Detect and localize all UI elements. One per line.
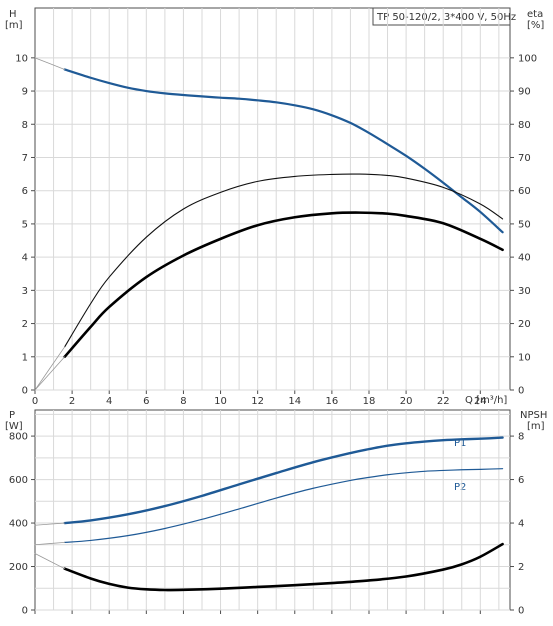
y-right-tick-label: 90 [518,87,531,98]
y-right-label-bottom: NPSH [520,410,547,421]
y-left-tick-label: 9 [22,87,28,98]
y-right-tick-label: 0 [518,386,524,397]
x-tick-label: 14 [288,396,301,407]
series-line-eta-thin [64,173,504,348]
x-tick-label: 24 [474,396,487,407]
y-right-tick-label: 0 [518,606,524,617]
y-left-tick-label: 7 [22,153,28,164]
y-right-tick-label: 40 [518,253,531,264]
x-tick-label: 10 [214,396,227,407]
y-right-tick-label: 10 [518,352,531,363]
series-line-p2 [64,468,504,543]
y-right-tick-label: 70 [518,153,531,164]
series-line-origin-guide [34,356,66,391]
y-right-tick-label: 60 [518,186,531,197]
x-tick-label: 18 [363,396,376,407]
y-left-tick-label: 400 [9,519,28,530]
x-tick-label: 16 [326,396,339,407]
x-tick-label: 8 [180,396,186,407]
series-line-origin-guide [34,522,66,526]
x-tick-label: 12 [251,396,264,407]
bottom-series [34,436,504,592]
chart-title: TP 50-120/2, 3*400 V, 50Hz [376,12,516,23]
top-series [34,57,504,391]
y-right-unit-bottom: [m] [527,421,545,432]
series-label-p1: P1 [454,438,466,449]
y-left-unit: [m] [5,20,23,31]
series-line-head [63,68,504,234]
series-line-npsh [63,542,504,592]
series-line-origin-guide [34,346,66,391]
x-tick-label: 2 [69,396,75,407]
y-left-tick-label: 6 [22,186,28,197]
y-right-unit: [%] [527,20,544,31]
y-right-tick-label: 2 [518,562,524,573]
plot-frame [34,7,511,391]
series-label-p2: P2 [454,482,466,493]
series-line-origin-guide [34,553,66,570]
y-right-label: eta [527,9,543,20]
y-left-label: H [9,9,17,20]
y-left-tick-label: 0 [22,606,28,617]
y-left-tick-label: 4 [22,253,28,264]
y-right-tick-label: 50 [518,219,531,230]
y-left-tick-label: 2 [22,319,28,330]
y-left-unit-bottom: [W] [5,421,23,432]
y-left-tick-label: 0 [22,386,28,397]
bottom-panel: P [W] NPSH [m] P1 P2 [5,410,547,493]
y-left-tick-label: 600 [9,475,28,486]
y-left-label-bottom: P [9,410,15,421]
y-left-tick-label: 10 [15,53,28,64]
x-tick-label: 4 [106,396,112,407]
series-line-origin-guide [34,541,66,546]
y-left-tick-label: 8 [22,120,28,131]
series-line-origin-guide [34,57,66,70]
series-line-eta-thick [63,211,504,359]
y-left-tick-label: 1 [22,352,28,363]
y-right-tick-label: 100 [518,53,537,64]
y-left-tick-label: 5 [22,219,28,230]
y-right-tick-label: 4 [518,519,524,530]
x-tick-label: 6 [143,396,149,407]
x-tick-label: 20 [400,396,413,407]
y-right-tick-label: 30 [518,286,531,297]
x-tick-label: 0 [32,396,38,407]
top-panel: TP 50-120/2, 3*400 V, 50Hz H [m] eta [%]… [5,7,544,406]
y-right-tick-label: 6 [518,475,524,486]
y-right-tick-label: 20 [518,319,531,330]
y-right-tick-label: 8 [518,432,524,443]
x-axis-label: Q [m³/h] [465,395,507,406]
bottom-grid: 0 200 400 600 800 0 2 4 6 8 [9,409,524,617]
y-left-tick-label: 3 [22,286,28,297]
top-grid: 0 2 4 6 8 10 12 14 16 18 20 22 240123456789100102030… [15,7,537,407]
y-left-tick-label: 200 [9,562,28,573]
x-tick-label: 22 [437,396,450,407]
series-line-p1 [63,436,504,525]
y-right-tick-label: 80 [518,120,531,131]
y-left-tick-label: 800 [9,432,28,443]
